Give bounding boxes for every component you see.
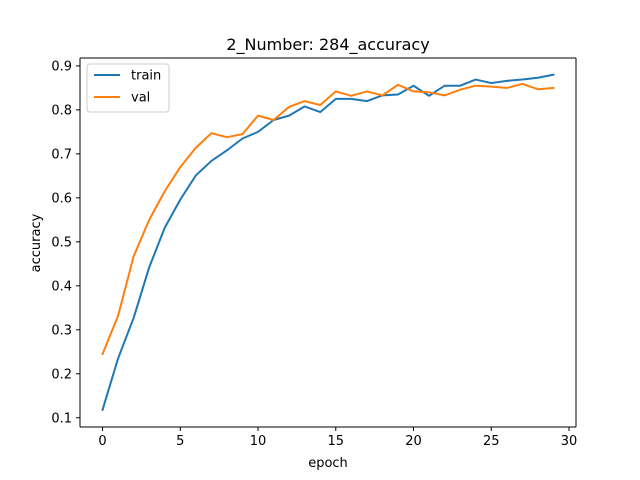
series-layer xyxy=(101,73,555,412)
y-axis-label: accuracy xyxy=(29,213,44,272)
x-axis-label: epoch xyxy=(308,456,348,471)
y-tick-label: 0.3 xyxy=(51,323,72,338)
x-tick-label: 25 xyxy=(483,434,500,449)
y-tick-label: 0.9 xyxy=(51,59,72,74)
x-tick-label: 15 xyxy=(328,434,345,449)
y-tick-label: 0.1 xyxy=(51,411,72,426)
y-tick-label: 0.7 xyxy=(51,147,72,162)
plot-background xyxy=(80,58,576,427)
x-tick-label: 10 xyxy=(250,434,267,449)
axes-layer xyxy=(79,57,577,428)
legend-label-train: train xyxy=(131,69,161,84)
legend: train val xyxy=(86,63,170,113)
legend-label-val: val xyxy=(131,91,150,106)
series-line-val xyxy=(101,82,555,356)
x-tick-label: 30 xyxy=(561,434,578,449)
x-tick-label: 20 xyxy=(405,434,422,449)
y-tick-label: 0.8 xyxy=(51,103,72,118)
chart-title: 2_Number: 284_accuracy xyxy=(226,35,429,55)
ticks-layer: 0 5 10 15 20 25 30 0.1 0.2 0.3 0.4 0.5 0.6 0.7 0.8 0.9 xyxy=(51,59,577,449)
x-tick-label: 5 xyxy=(176,434,184,449)
labels-layer: 2_Number: 284_accuracy epoch accuracy xyxy=(29,35,430,471)
series-line-train xyxy=(101,73,555,412)
plot-area xyxy=(80,58,576,427)
y-tick-label: 0.4 xyxy=(51,279,72,294)
y-tick-label: 0.5 xyxy=(51,235,72,250)
x-tick-label: 0 xyxy=(98,434,106,449)
y-tick-label: 0.2 xyxy=(51,367,72,382)
y-tick-label: 0.6 xyxy=(51,191,72,206)
